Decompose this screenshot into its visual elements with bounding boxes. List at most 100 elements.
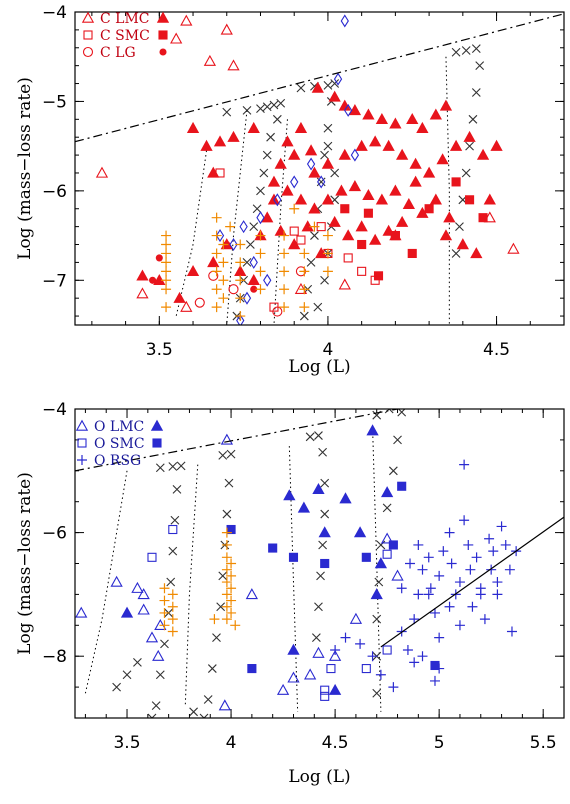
data-point-filled-tri bbox=[335, 184, 348, 196]
model-track-point bbox=[318, 447, 328, 457]
data-point-open-tri bbox=[349, 612, 363, 624]
data-point-open-tri bbox=[131, 581, 144, 593]
data-point-plus bbox=[226, 607, 237, 618]
data-point-open-diamond bbox=[350, 148, 360, 162]
data-point-plus bbox=[471, 552, 482, 563]
data-point-plus bbox=[417, 651, 428, 662]
data-point-open-tri bbox=[180, 300, 193, 312]
data-point-open-diamond bbox=[344, 103, 353, 117]
data-point-plus bbox=[506, 626, 517, 637]
model-track-point bbox=[468, 114, 478, 124]
data-point-plus bbox=[492, 577, 503, 588]
data-point-filled-sq bbox=[288, 552, 299, 562]
data-point-open-tri bbox=[137, 588, 150, 600]
x-tick-label: 3.5 bbox=[146, 340, 173, 360]
data-point-filled-sq bbox=[390, 231, 400, 241]
data-point-filled-tri bbox=[463, 130, 476, 142]
model-track-point bbox=[218, 571, 228, 581]
data-point-plus bbox=[402, 645, 413, 656]
model-track-point bbox=[151, 701, 161, 711]
model-track-point bbox=[272, 114, 282, 124]
model-track-point bbox=[262, 102, 272, 112]
model-track-point bbox=[471, 88, 481, 97]
model-track-point bbox=[318, 540, 328, 550]
model-track-point bbox=[155, 670, 165, 680]
data-point-plus bbox=[279, 284, 290, 295]
model-track-point bbox=[242, 105, 252, 115]
data-point-plus bbox=[235, 257, 246, 268]
data-point-plus bbox=[279, 230, 290, 241]
data-point-plus bbox=[454, 620, 465, 631]
plot-frame-top bbox=[74, 11, 565, 326]
data-point-plus bbox=[226, 570, 237, 581]
x-tick-label: 4.5 bbox=[483, 340, 510, 360]
legend-label: O RSG bbox=[94, 453, 141, 469]
data-point-filled-tri bbox=[274, 157, 287, 169]
data-point-filled-sq bbox=[247, 664, 257, 674]
data-point-filled-tri bbox=[362, 108, 375, 120]
data-point-plus bbox=[218, 257, 229, 268]
data-point-filled-sq bbox=[361, 552, 371, 562]
data-point-open-tri bbox=[245, 588, 259, 600]
model-track-point bbox=[475, 61, 485, 71]
data-point-filled-tri bbox=[429, 108, 442, 120]
data-point-plus bbox=[221, 539, 232, 550]
data-point-open-tri bbox=[287, 671, 300, 683]
data-point-open-sq bbox=[343, 253, 353, 263]
data-point-plus bbox=[465, 564, 476, 575]
data-point-plus bbox=[322, 230, 333, 241]
model-track-point bbox=[242, 258, 252, 267]
data-point-open-sq bbox=[382, 549, 392, 559]
model-track-point bbox=[224, 478, 234, 488]
data-point-filled-sq bbox=[373, 271, 384, 281]
model-track-line-3 bbox=[372, 427, 382, 712]
legend-marker-open bbox=[81, 11, 95, 23]
legend-marker-open bbox=[77, 455, 87, 465]
data-point-filled-tri bbox=[311, 81, 324, 93]
y-axis-title: Log (mass−loss rate) bbox=[15, 472, 35, 655]
data-point-open-sq bbox=[361, 664, 371, 674]
data-point-plus bbox=[209, 614, 220, 625]
legend-label: C LG bbox=[100, 45, 136, 61]
data-point-plus bbox=[167, 589, 178, 600]
data-point-open-tri bbox=[220, 433, 234, 445]
model-track-point bbox=[372, 688, 382, 698]
data-point-plus bbox=[221, 589, 232, 600]
data-point-filled-tri bbox=[389, 184, 402, 196]
data-point-open-diamond bbox=[229, 237, 238, 252]
data-point-open-tri bbox=[203, 54, 217, 66]
data-point-plus bbox=[413, 539, 424, 550]
data-point-filled-tri bbox=[321, 193, 335, 205]
data-point-filled-tri bbox=[370, 588, 383, 600]
data-point-plus bbox=[279, 266, 290, 277]
data-point-plus bbox=[255, 230, 266, 241]
y-tick-label: −4 bbox=[42, 3, 67, 23]
model-track-point bbox=[212, 633, 221, 643]
data-point-open-diamond bbox=[236, 314, 245, 325]
legend-entry: O SMC bbox=[77, 436, 162, 452]
model-track-point bbox=[222, 509, 232, 519]
data-point-plus bbox=[235, 293, 246, 304]
data-point-open-diamond bbox=[306, 157, 316, 171]
model-track-point bbox=[314, 431, 323, 440]
data-point-open-tri bbox=[95, 166, 109, 178]
legend-label: O SMC bbox=[94, 436, 145, 452]
data-point-plus bbox=[218, 293, 229, 304]
y-axis-title: Log (mass−loss rate) bbox=[15, 77, 35, 260]
model-track-point bbox=[133, 657, 142, 667]
data-point-open-tri bbox=[180, 14, 193, 26]
legend-entry: O RSG bbox=[77, 453, 141, 469]
data-point-open-diamond bbox=[340, 14, 349, 28]
data-point-filled-tri bbox=[247, 273, 260, 285]
data-point-plus bbox=[340, 632, 351, 643]
model-track-point bbox=[172, 484, 182, 494]
model-track-point bbox=[168, 546, 178, 556]
model-track-point bbox=[305, 432, 315, 442]
data-point-plus bbox=[218, 239, 229, 250]
data-point-plus bbox=[486, 564, 497, 575]
data-point-plus bbox=[444, 601, 455, 612]
data-point-plus bbox=[161, 266, 172, 277]
data-point-filled-tri bbox=[449, 139, 463, 151]
data-point-open-tri bbox=[276, 683, 290, 695]
